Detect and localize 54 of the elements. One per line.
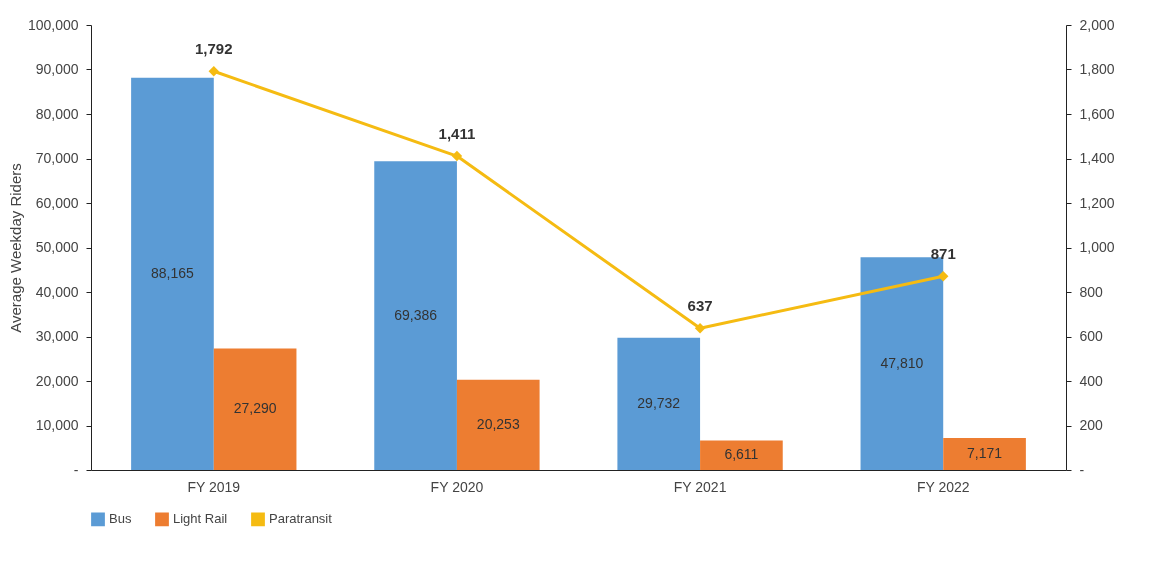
bar (860, 257, 944, 470)
y-tick-label: 80,000 (35, 105, 79, 122)
legend-label: Light Rail (173, 511, 228, 527)
point (208, 66, 220, 77)
bar (131, 77, 214, 470)
y-tick-label: 40,000 (35, 283, 79, 300)
y-tick-label: 20,000 (35, 372, 79, 389)
legend-label: Bus (109, 511, 132, 527)
bar (374, 161, 457, 470)
bar (700, 440, 783, 470)
data-label: 7,171 (967, 445, 1003, 462)
y-tick-label: 10,000 (35, 417, 79, 433)
point (451, 150, 463, 162)
y2-tick-label: 1,800 (1079, 61, 1115, 77)
data-label: 20,253 (476, 415, 520, 432)
data-label: 1,792 (195, 40, 233, 58)
y-tick-label: 50,000 (35, 239, 79, 255)
data-label: 29,732 (637, 394, 681, 411)
y2-tick-label: 1,000 (1079, 239, 1115, 255)
x-tick-label: FY 2022 (916, 478, 970, 495)
y2-tick-label: 2,000 (1079, 16, 1115, 33)
data-label: 47,810 (880, 354, 924, 371)
bar (943, 438, 1026, 470)
y-tick-label: 100,000 (27, 16, 79, 33)
data-label: 27,290 (233, 400, 277, 417)
x-tick-label: FY 2020 (430, 478, 484, 495)
y-tick-label: - (73, 461, 79, 478)
y2-tick-label: 1,400 (1079, 150, 1115, 166)
y2-tick-label: 1,200 (1079, 194, 1115, 211)
bar (213, 348, 297, 470)
point (694, 323, 706, 334)
data-label: 871 (930, 245, 956, 263)
point (937, 270, 949, 282)
y2-tick-label: 1,600 (1079, 105, 1115, 122)
data-label: 69,386 (394, 306, 438, 323)
y-tick-label: 30,000 (35, 328, 79, 344)
data-label: 637 (687, 297, 713, 315)
y2-tick-label: 400 (1079, 372, 1104, 389)
y-tick-label: 70,000 (35, 150, 79, 166)
y2-tick-label: - (1079, 461, 1085, 478)
data-label: 1,411 (438, 125, 476, 143)
y-axis-title: Average Weekday Riders (6, 163, 24, 333)
data-label: 6,611 (724, 446, 759, 463)
data-label: 88,165 (151, 264, 195, 281)
x-tick-label: FY 2019 (187, 478, 241, 495)
y2-tick-label: 600 (1079, 328, 1104, 344)
legend-label: Paratransit (269, 511, 333, 527)
bar (456, 379, 540, 470)
x-tick-label: FY 2021 (673, 478, 727, 495)
bar (617, 337, 701, 470)
y-tick-label: 60,000 (35, 194, 79, 211)
y-tick-label: 90,000 (35, 61, 79, 77)
y2-tick-label: 200 (1079, 417, 1104, 433)
y2-tick-label: 800 (1079, 283, 1104, 300)
